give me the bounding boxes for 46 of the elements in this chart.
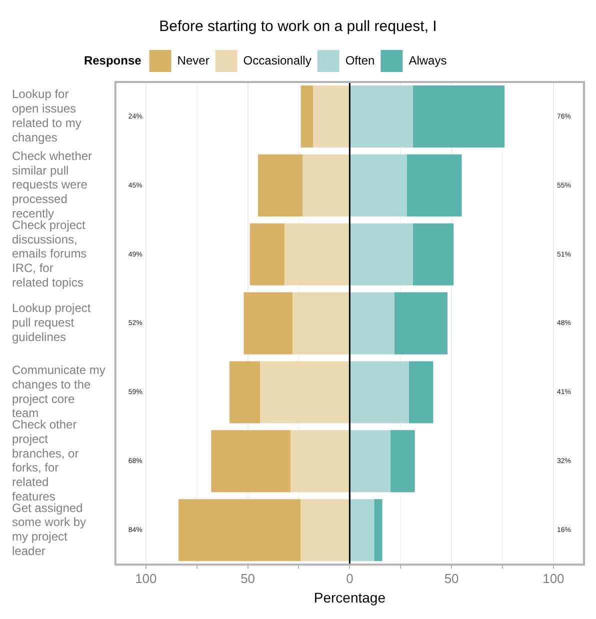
bar (350, 292, 395, 354)
bar (284, 223, 350, 286)
bar (300, 499, 350, 562)
bar (350, 430, 390, 492)
chart-title: Before starting to work on a pull request, I (159, 18, 437, 36)
bar (302, 154, 350, 216)
bar (292, 292, 350, 354)
x-tick-label: 0 (346, 570, 354, 586)
bar (406, 154, 462, 216)
bar (258, 154, 303, 216)
x-tick-label: 100 (135, 570, 157, 586)
x-tick-label: 50 (240, 570, 256, 586)
y-tick-label: Lookup for open issues related to my changes (12, 87, 82, 144)
y-tick-label: Communicate my changes to the project core team (12, 362, 106, 420)
bar (412, 223, 454, 286)
y-tick-label: Get assigned some work by my project leader (12, 500, 86, 558)
bar (350, 223, 413, 286)
bar (211, 430, 291, 492)
bar (350, 154, 407, 216)
x-tick-label: 50 (444, 570, 459, 586)
bar (374, 499, 382, 562)
bar (260, 361, 350, 424)
legend-title: Response (84, 53, 142, 68)
bar (408, 361, 434, 424)
y-tick-label: Check whether similar pull requests were processed recently (12, 148, 92, 221)
bar (390, 430, 415, 492)
legend-label: Always (408, 53, 447, 68)
bar (412, 85, 505, 148)
bar (350, 361, 409, 424)
bar (250, 223, 284, 286)
legend-label: Often (345, 53, 375, 68)
bar (350, 85, 413, 148)
bar (300, 85, 314, 148)
y-tick-label: Lookup project pull request guidelines (12, 301, 92, 344)
legend-label: Never (177, 53, 210, 68)
legend-label: Occasionally (243, 53, 312, 68)
bar (290, 430, 350, 492)
bar (394, 292, 448, 354)
y-tick-label: Check other project branches, or forks, for related features (12, 418, 79, 504)
x-axis-title: Percentage (314, 589, 386, 606)
bar (244, 292, 293, 354)
bar (313, 85, 350, 148)
bar (229, 361, 260, 424)
bar (178, 499, 301, 562)
bar (350, 499, 374, 562)
x-tick-label: 100 (542, 570, 564, 586)
